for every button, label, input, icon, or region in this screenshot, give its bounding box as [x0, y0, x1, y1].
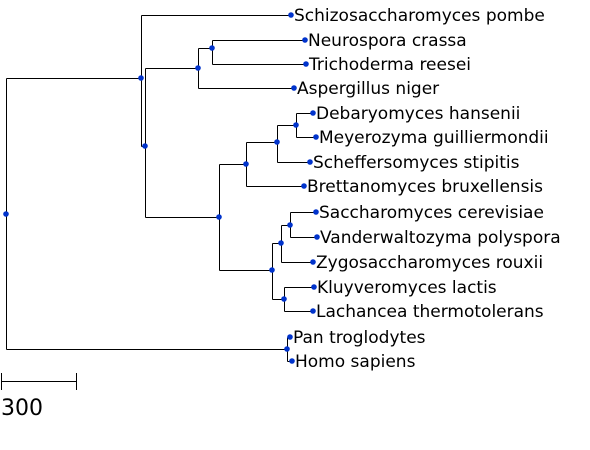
leaf-label: Vanderwaltozyma polyspora	[320, 228, 561, 248]
leaf-node-dot	[310, 308, 316, 314]
leaf-node-dot	[289, 358, 295, 364]
leaf-node-dot	[310, 259, 316, 265]
internal-node-dot	[293, 122, 299, 128]
leaf-node-dot	[303, 61, 309, 67]
leaf-label: Aspergillus niger	[297, 79, 439, 99]
leaf-label: Scheffersomyces stipitis	[313, 153, 520, 173]
leaf-label: Brettanomyces bruxellensis	[307, 177, 543, 197]
leaf-label: Pan troglodytes	[293, 328, 426, 348]
leaf-label: Neurospora crassa	[308, 31, 467, 51]
internal-node-dot	[287, 222, 293, 228]
internal-node-dot	[3, 211, 9, 217]
leaf-label: Debaryomyces hansenii	[316, 104, 520, 124]
leaf-node-dot	[288, 12, 294, 18]
scale-bar: 300	[1, 373, 77, 421]
internal-node-dot	[281, 296, 287, 302]
internal-node-dot	[195, 65, 201, 71]
leaf-node-dot	[310, 110, 316, 116]
leaf-label: Schizosaccharomyces pombe	[294, 6, 545, 26]
internal-node-dot	[274, 139, 280, 145]
internal-node-dot	[142, 143, 148, 149]
scale-bar-label: 300	[1, 396, 43, 421]
leaf-node-dot	[287, 334, 293, 340]
internal-node-dot	[269, 267, 275, 273]
internal-node-dot	[216, 214, 222, 220]
internal-node-dot	[278, 240, 284, 246]
leaf-label: Meyerozyma guilliermondii	[319, 128, 549, 148]
internal-node-dot	[243, 161, 249, 167]
leaf-label: Zygosaccharomyces rouxii	[316, 253, 543, 273]
leaf-label: Trichoderma reesei	[308, 55, 471, 75]
leaf-node-dot	[307, 159, 313, 165]
tree-nodes	[3, 12, 320, 364]
leaf-node-dot	[301, 183, 307, 189]
leaf-label: Homo sapiens	[295, 352, 416, 372]
leaf-labels: Schizosaccharomyces pombe Neurospora cras…	[293, 6, 561, 372]
leaf-node-dot	[313, 134, 319, 140]
leaf-node-dot	[311, 284, 317, 290]
tree-branches	[6, 15, 317, 362]
leaf-label: Kluyveromyces lactis	[317, 278, 497, 298]
leaf-node-dot	[302, 37, 308, 43]
internal-node-dot	[138, 75, 144, 81]
leaf-node-dot	[291, 85, 297, 91]
internal-node-dot	[284, 346, 290, 352]
leaf-node-dot	[314, 234, 320, 240]
leaf-label: Saccharomyces cerevisiae	[319, 203, 544, 223]
leaf-label: Lachancea thermotolerans	[316, 302, 544, 322]
leaf-node-dot	[313, 209, 319, 215]
internal-node-dot	[209, 45, 215, 51]
